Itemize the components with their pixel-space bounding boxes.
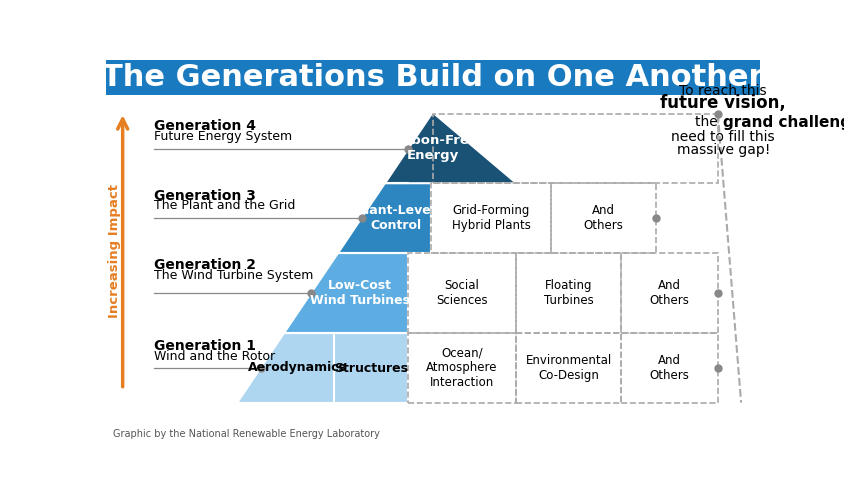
Text: Increasing Impact: Increasing Impact [107,184,121,318]
Polygon shape [385,112,516,183]
Bar [550,183,655,252]
Bar [620,252,717,334]
Text: Carbon-Free
Energy: Carbon-Free Energy [387,134,478,162]
Text: future vision,: future vision, [660,94,785,112]
Text: Environmental
Co-Design: Environmental Co-Design [525,354,611,382]
Text: Low-Cost
Wind Turbines: Low-Cost Wind Turbines [309,279,409,307]
Text: And
Others: And Others [649,279,689,307]
Text: Graphic by the National Renewable Energy Laboratory: Graphic by the National Renewable Energy… [113,429,380,439]
Text: And
Others: And Others [583,204,623,232]
Bar [430,183,550,252]
Text: Future Energy System: Future Energy System [154,130,291,143]
Bar [408,334,516,402]
Text: need to fill this: need to fill this [671,130,774,144]
Bar [516,252,620,334]
Bar [408,252,516,334]
Text: Wind and the Rotor: Wind and the Rotor [154,350,274,362]
Text: To reach this: To reach this [679,84,766,98]
Text: The Wind Turbine System: The Wind Turbine System [154,268,312,281]
Bar [432,114,717,183]
Text: Floating
Turbines: Floating Turbines [544,279,592,307]
Polygon shape [284,252,408,334]
Polygon shape [237,334,408,402]
Text: The Generations Build on One Another: The Generations Build on One Another [102,63,762,92]
Text: massive gap!: massive gap! [676,143,769,157]
Text: Grid-Forming
Hybrid Plants: Grid-Forming Hybrid Plants [452,204,530,232]
Text: Plant-Level
Control: Plant-Level Control [356,204,436,232]
Bar [620,334,717,402]
Text: the: the [695,116,722,130]
Text: Aerodynamics: Aerodynamics [247,362,347,374]
Text: Generation 2: Generation 2 [154,258,256,272]
Text: The Plant and the Grid: The Plant and the Grid [154,200,295,212]
Bar [516,334,620,402]
Text: And
Others: And Others [649,354,689,382]
Polygon shape [338,183,430,252]
Text: Social
Sciences: Social Sciences [436,279,487,307]
Text: grand challenges: grand challenges [722,115,844,130]
Text: Generation 3: Generation 3 [154,188,255,202]
Text: Generation 4: Generation 4 [154,120,256,134]
FancyBboxPatch shape [106,60,760,94]
Text: Generation 1: Generation 1 [154,338,256,352]
Text: Structures: Structures [333,362,408,374]
Text: Ocean/
Atmosphere
Interaction: Ocean/ Atmosphere Interaction [426,346,497,390]
